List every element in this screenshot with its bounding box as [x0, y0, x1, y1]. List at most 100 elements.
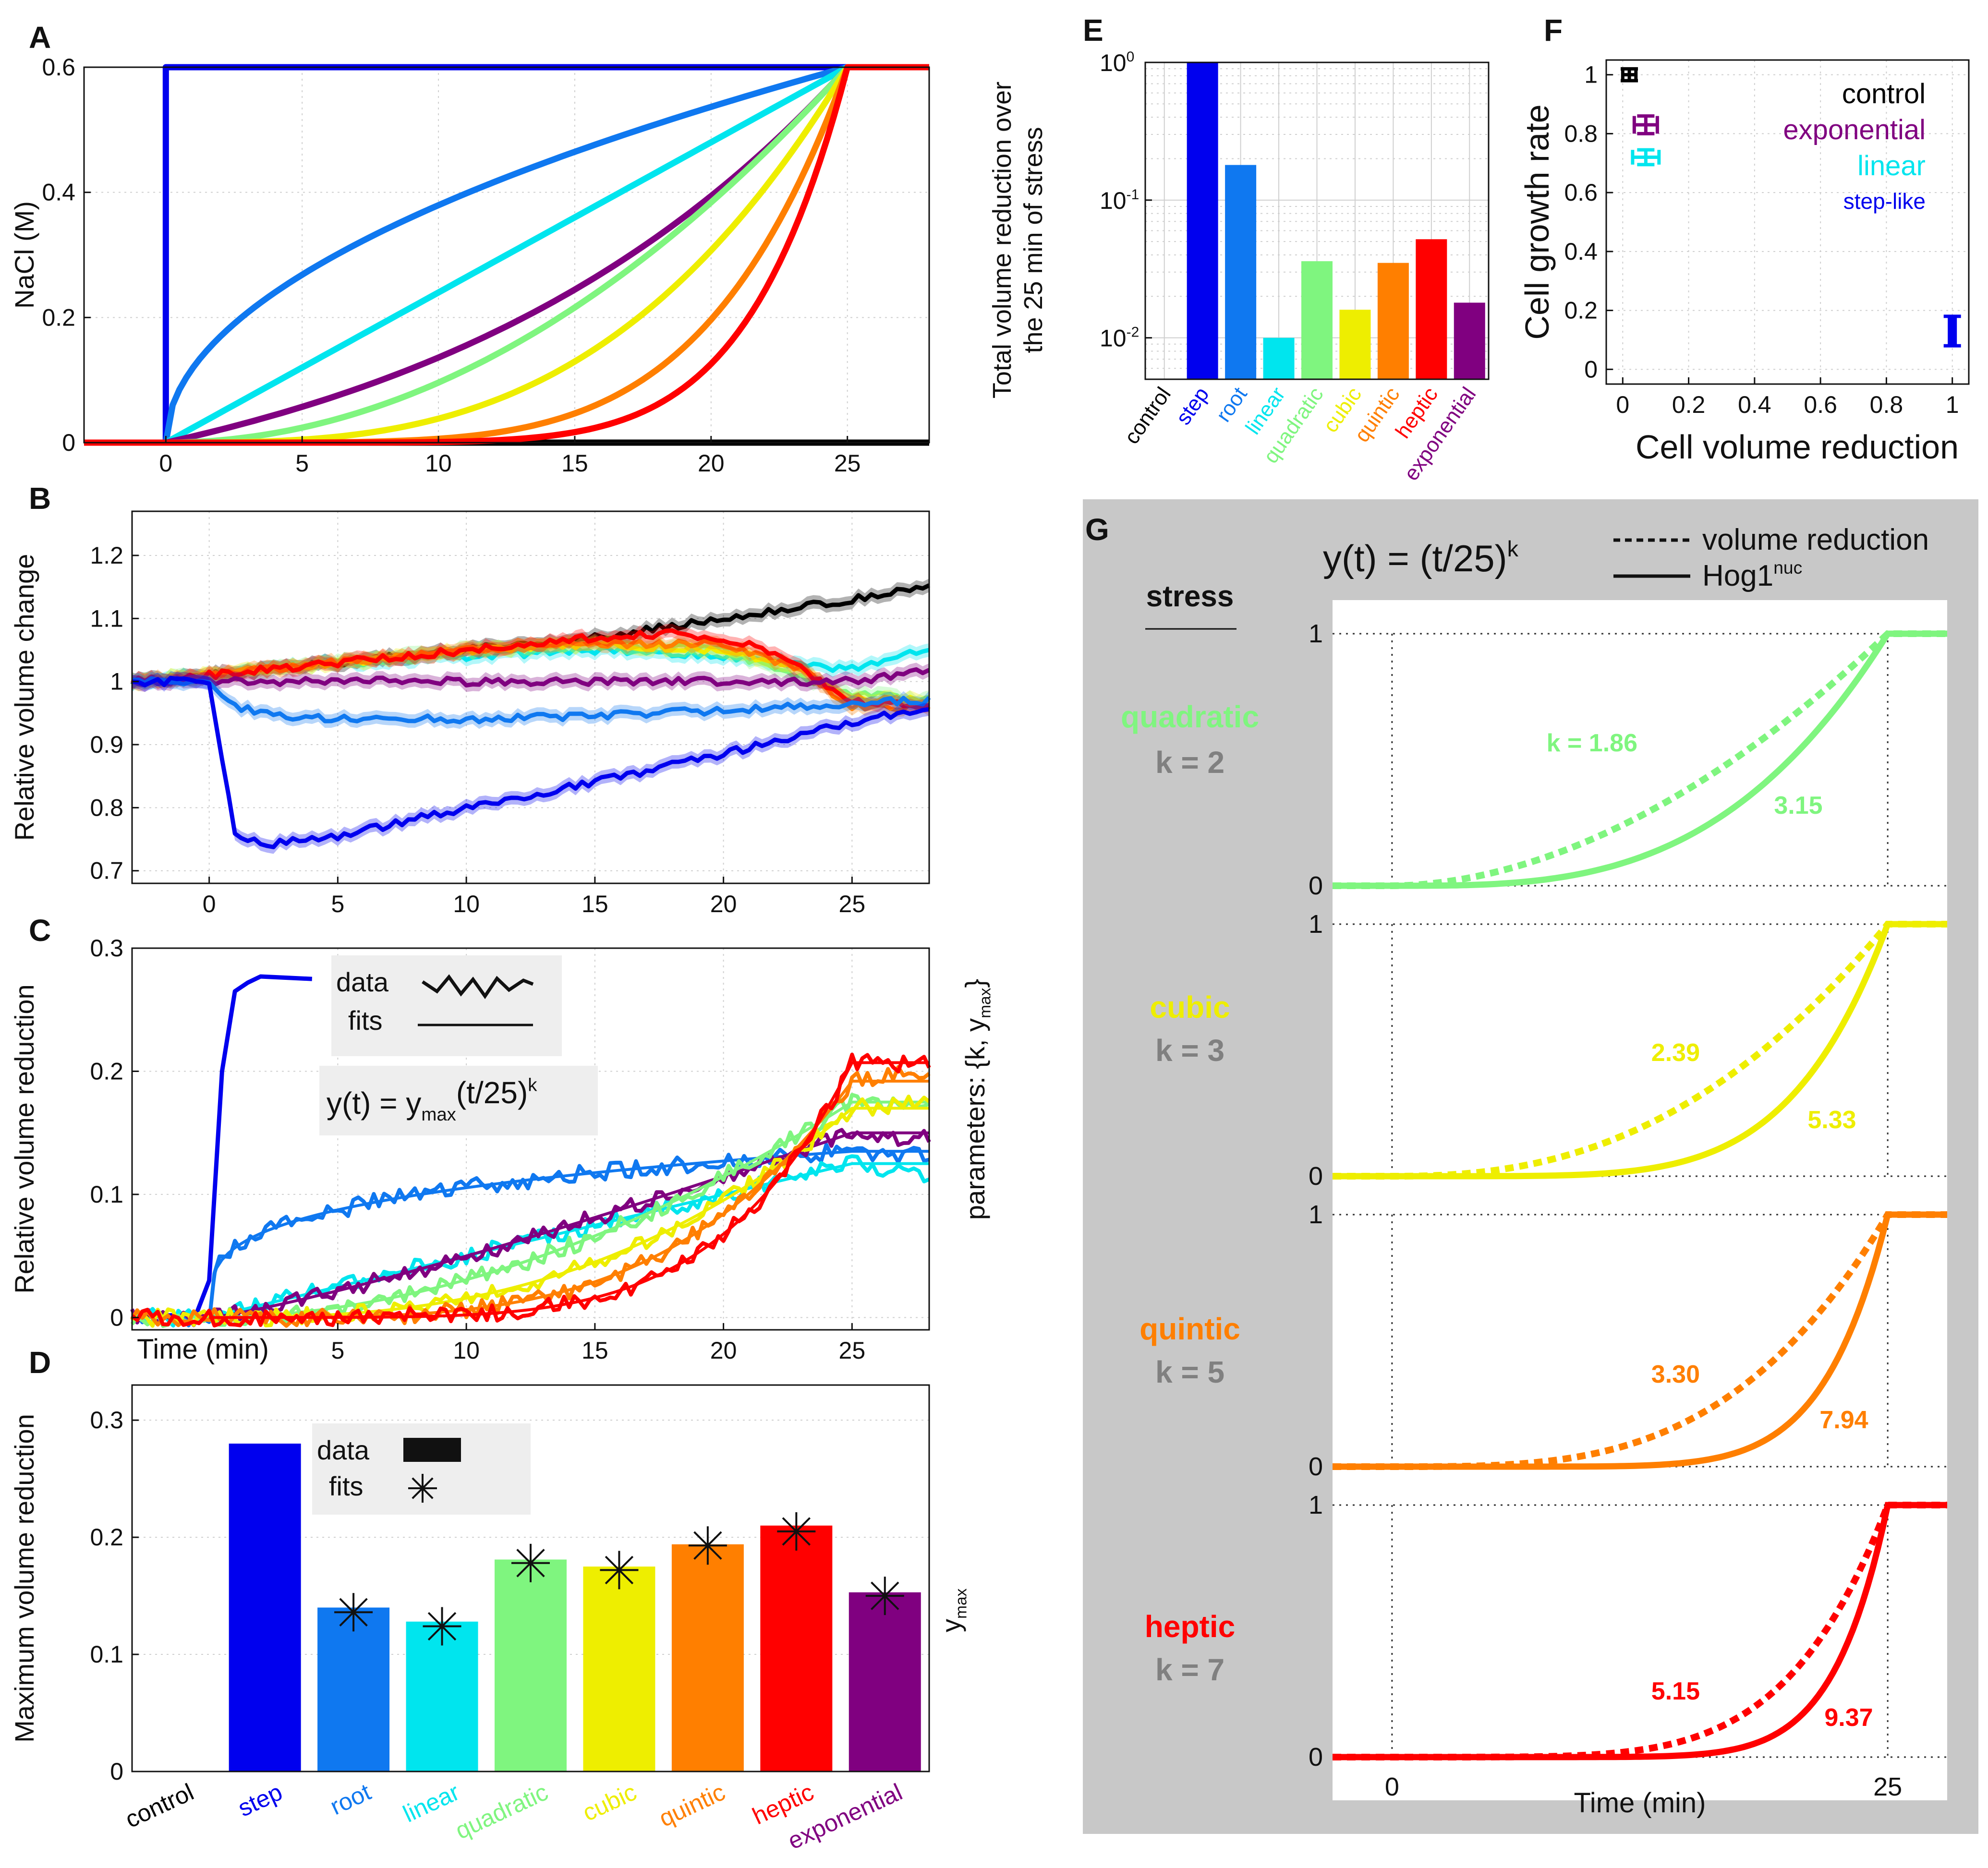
x-tick-label: 20 — [698, 450, 725, 477]
fit-marker-quadratic — [516, 1549, 545, 1578]
y-tick-label: 0 — [1309, 871, 1323, 900]
x-axis-label: Cell volume reduction — [1636, 428, 1959, 466]
bar-cubic — [1339, 310, 1371, 379]
y-tick-label: 1.2 — [90, 542, 123, 569]
y-tick-label: 0.8 — [1564, 120, 1598, 147]
y-tick-label: 0 — [1584, 356, 1598, 383]
y-tick-label: 0 — [1309, 1162, 1323, 1191]
x-tick-label: 10 — [453, 891, 480, 917]
series-fit-root — [207, 1150, 929, 1318]
stress-k-quintic: k = 5 — [1155, 1355, 1224, 1389]
series-line-heptic — [131, 628, 930, 710]
category-label-control: control — [121, 1778, 198, 1833]
ymax-label: ymax — [936, 1588, 970, 1632]
stress-name-cubic: cubic — [1150, 990, 1230, 1024]
axes-frame — [1605, 59, 1970, 385]
y-tick-label-part: -1 — [1127, 187, 1139, 203]
fit-marker-cubic — [605, 1555, 634, 1585]
y-tick-label-part: 0 — [1127, 49, 1135, 65]
y-tick-label: 0.3 — [90, 935, 123, 962]
y-tick-label: 1 — [1309, 1200, 1323, 1229]
legend-box — [331, 955, 562, 1056]
y-tick-label: 0.1 — [90, 1641, 123, 1668]
y-tick-label: 0 — [1309, 1743, 1323, 1772]
stress-name-heptic: heptic — [1145, 1609, 1235, 1644]
x-tick-label: 0.4 — [1738, 391, 1771, 418]
bar-exponential — [849, 1592, 921, 1772]
x-tick-label: 0 — [1385, 1772, 1399, 1801]
category-label-cubic: cubic — [579, 1778, 641, 1826]
axes-frame — [131, 947, 930, 1331]
y-tick-label: 100 — [1100, 49, 1134, 76]
series-solid-heptic — [1333, 1502, 1947, 1760]
series-dotted-heptic — [1333, 1502, 1947, 1760]
dotted-k-label-cubic: 2.39 — [1651, 1039, 1700, 1067]
y-tick-label: 0 — [110, 1304, 123, 1331]
y-tick-label: 0.8 — [90, 794, 123, 821]
legend-fits-swatch — [412, 1477, 434, 1499]
bar-linear — [1263, 337, 1295, 379]
y-tick-label: 1 — [1309, 619, 1323, 648]
legend-solid-label-part: nuc — [1773, 557, 1802, 578]
y-tick-label: 0.2 — [90, 1058, 123, 1085]
x-tick-label: 25 — [839, 1337, 866, 1364]
axes-frame — [131, 1384, 930, 1772]
y-tick-label: 1 — [1584, 61, 1598, 88]
panel-g-plot-area — [1333, 600, 1947, 1800]
x-tick-label: 25 — [839, 891, 866, 917]
bar-step — [1187, 62, 1218, 379]
x-tick-label: 15 — [582, 1337, 608, 1364]
series-fit-quadratic — [209, 1100, 929, 1319]
axes-frame — [1144, 61, 1490, 380]
y-tick-label: 0.1 — [90, 1181, 123, 1208]
legend-fits-label: fits — [329, 1471, 364, 1501]
bar-heptic — [1416, 239, 1447, 379]
series-line-exponential — [84, 64, 929, 446]
legend-solid-label: Hog1nuc — [1702, 557, 1802, 592]
y-tick-label: 0 — [110, 1758, 123, 1785]
panel-label-a: A — [29, 20, 51, 55]
panel-label-c: C — [29, 913, 51, 948]
series-line-step — [132, 974, 313, 1320]
y-axis-label: Relative volume change — [9, 554, 39, 841]
series-line-quadratic — [84, 64, 929, 446]
y-axis-label: Maximum volume reduction — [9, 1414, 39, 1743]
x-axis-label: Time (min) — [1574, 1787, 1706, 1819]
series-dotted-quintic — [1333, 1211, 1947, 1470]
y-tick-label: 10-2 — [1100, 325, 1139, 352]
y-tick-label: 0.7 — [90, 857, 123, 884]
y-tick-label: 0.4 — [1564, 238, 1598, 265]
x-tick-label: 10 — [425, 450, 452, 477]
x-tick-label: 5 — [331, 891, 344, 917]
formula-text-part: k — [1507, 536, 1519, 561]
dotted-k-label-quintic: 3.30 — [1651, 1361, 1700, 1388]
category-label-quintic: quintic — [655, 1778, 729, 1832]
x-tick-label: 0 — [159, 450, 172, 477]
x-tick-label: 0.2 — [1672, 391, 1706, 418]
legend-data-label: data — [336, 967, 389, 997]
bar-quadratic — [1301, 261, 1333, 379]
y-tick-label: 1 — [1309, 1491, 1323, 1519]
y-tick-label: 1 — [110, 668, 123, 695]
legend-linear: linear — [1857, 150, 1926, 181]
y-tick-label: 0.2 — [42, 304, 75, 331]
y-tick-label-part: 10 — [1100, 325, 1127, 352]
formula-text-part: (t/25) — [456, 1075, 528, 1110]
bar-quintic — [1377, 263, 1409, 379]
x-tick-label: 5 — [295, 450, 309, 477]
fit-marker-heptic — [782, 1517, 811, 1546]
y-tick-label: 10-1 — [1100, 187, 1139, 214]
series-band-root — [132, 672, 929, 729]
bar-quadratic — [495, 1559, 567, 1772]
y-tick-label: 1 — [1309, 910, 1323, 939]
category-label-step: step — [1172, 383, 1214, 429]
series-band-heptic — [132, 624, 929, 714]
formula-box — [319, 1066, 598, 1135]
series-fit-heptic — [209, 1061, 929, 1319]
solid-k-label-heptic: 9.37 — [1824, 1704, 1873, 1732]
stress-k-quadratic: k = 2 — [1155, 745, 1224, 780]
parameters-label-part: } — [959, 979, 990, 988]
formula-text-part: y(t) = (t/25) — [1323, 537, 1507, 579]
